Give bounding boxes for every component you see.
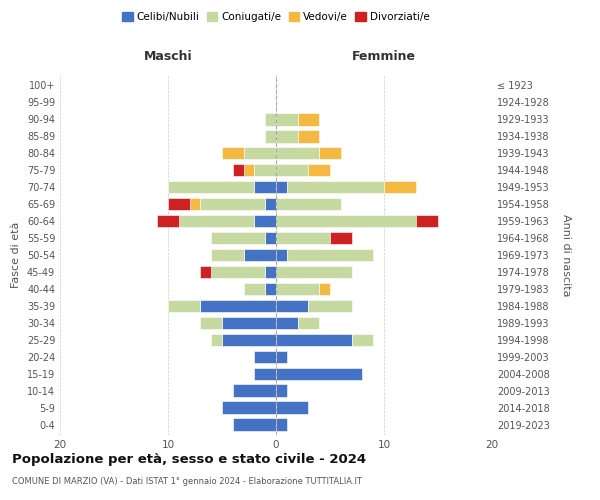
- Bar: [211, 232, 265, 244]
- Bar: [276, 214, 416, 228]
- Bar: [276, 368, 362, 380]
- Bar: [319, 146, 341, 160]
- Bar: [211, 334, 222, 346]
- Bar: [287, 180, 384, 194]
- Bar: [200, 266, 211, 278]
- Bar: [244, 282, 265, 296]
- Bar: [265, 198, 276, 210]
- Bar: [168, 180, 254, 194]
- Bar: [276, 146, 319, 160]
- Bar: [276, 248, 287, 262]
- Y-axis label: Fasce di età: Fasce di età: [11, 222, 21, 288]
- Bar: [168, 300, 200, 312]
- Bar: [276, 402, 308, 414]
- Bar: [222, 316, 276, 330]
- Bar: [179, 214, 254, 228]
- Bar: [244, 146, 276, 160]
- Bar: [276, 334, 352, 346]
- Text: Maschi: Maschi: [143, 50, 193, 62]
- Bar: [200, 316, 222, 330]
- Text: COMUNE DI MARZIO (VA) - Dati ISTAT 1° gennaio 2024 - Elaborazione TUTTITALIA.IT: COMUNE DI MARZIO (VA) - Dati ISTAT 1° ge…: [12, 478, 362, 486]
- Bar: [168, 198, 190, 210]
- Bar: [276, 384, 287, 397]
- Bar: [211, 248, 244, 262]
- Bar: [298, 113, 319, 126]
- Legend: Celibi/Nubili, Coniugati/e, Vedovi/e, Divorziati/e: Celibi/Nubili, Coniugati/e, Vedovi/e, Di…: [118, 8, 434, 26]
- Bar: [233, 418, 276, 431]
- Y-axis label: Anni di nascita: Anni di nascita: [562, 214, 571, 296]
- Bar: [276, 300, 308, 312]
- Bar: [265, 113, 276, 126]
- Bar: [384, 180, 416, 194]
- Bar: [276, 282, 319, 296]
- Bar: [200, 300, 276, 312]
- Bar: [200, 198, 265, 210]
- Bar: [276, 113, 298, 126]
- Bar: [244, 248, 276, 262]
- Bar: [276, 316, 298, 330]
- Bar: [276, 130, 298, 142]
- Bar: [211, 266, 265, 278]
- Bar: [276, 350, 287, 364]
- Bar: [244, 164, 254, 176]
- Bar: [416, 214, 438, 228]
- Bar: [265, 282, 276, 296]
- Bar: [254, 214, 276, 228]
- Bar: [157, 214, 179, 228]
- Bar: [233, 164, 244, 176]
- Bar: [308, 164, 330, 176]
- Text: Popolazione per età, sesso e stato civile - 2024: Popolazione per età, sesso e stato civil…: [12, 452, 366, 466]
- Bar: [276, 198, 341, 210]
- Bar: [265, 130, 276, 142]
- Bar: [276, 266, 352, 278]
- Bar: [276, 164, 308, 176]
- Text: Femmine: Femmine: [352, 50, 416, 62]
- Bar: [233, 384, 276, 397]
- Bar: [319, 282, 330, 296]
- Bar: [254, 164, 276, 176]
- Bar: [222, 402, 276, 414]
- Bar: [190, 198, 200, 210]
- Bar: [222, 334, 276, 346]
- Bar: [254, 350, 276, 364]
- Bar: [298, 316, 319, 330]
- Bar: [308, 300, 352, 312]
- Bar: [330, 232, 352, 244]
- Bar: [276, 180, 287, 194]
- Bar: [254, 368, 276, 380]
- Bar: [298, 130, 319, 142]
- Bar: [287, 248, 373, 262]
- Bar: [265, 232, 276, 244]
- Bar: [276, 418, 287, 431]
- Bar: [265, 266, 276, 278]
- Bar: [254, 180, 276, 194]
- Bar: [222, 146, 244, 160]
- Bar: [276, 232, 330, 244]
- Bar: [352, 334, 373, 346]
